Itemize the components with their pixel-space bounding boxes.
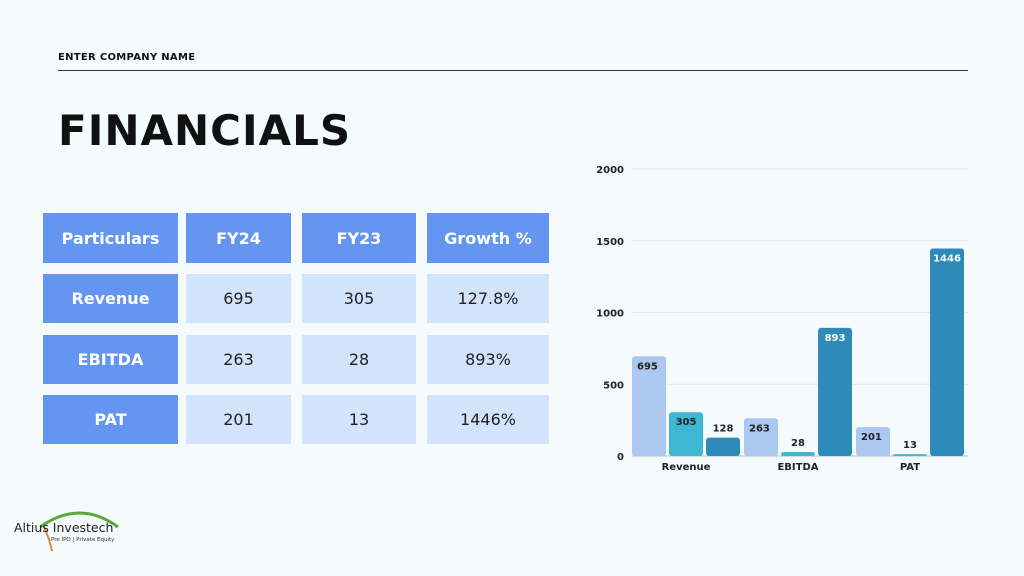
cell-ebitda-growth: 893% [427, 335, 549, 384]
cell-revenue-growth: 127.8% [427, 274, 549, 323]
logo-tagline: Pre IPO | Private Equity [51, 537, 115, 543]
bar [632, 356, 666, 456]
header-growth: Growth % [427, 213, 549, 263]
bar [930, 248, 964, 456]
data-label: 13 [903, 440, 917, 451]
x-tick-label: Revenue [662, 462, 711, 473]
data-label: 305 [676, 417, 697, 428]
bar [669, 412, 703, 456]
y-tick-label: 1000 [596, 309, 624, 320]
bar [781, 451, 815, 456]
data-label: 695 [637, 361, 658, 372]
row-label-pat: PAT [43, 395, 178, 444]
company-name: ENTER COMPANY NAME [58, 52, 196, 63]
y-tick-label: 0 [617, 452, 624, 463]
header-divider [58, 70, 968, 71]
cell-revenue-fy23: 305 [302, 274, 416, 323]
row-label-revenue: Revenue [43, 274, 178, 323]
data-label: 28 [791, 438, 805, 449]
cell-ebitda-fy23: 28 [302, 335, 416, 384]
bar [893, 454, 927, 456]
row-label-ebitda: EBITDA [43, 335, 178, 384]
logo-name: Altius Investech [14, 520, 114, 535]
data-label: 893 [825, 333, 846, 344]
data-label: 1446 [933, 253, 961, 264]
y-tick-label: 1500 [596, 237, 624, 248]
y-tick-label: 2000 [596, 165, 624, 176]
cell-revenue-fy24: 695 [186, 274, 291, 323]
cell-pat-fy23: 13 [302, 395, 416, 444]
bar [818, 327, 852, 456]
cell-pat-fy24: 201 [186, 395, 291, 444]
cell-ebitda-fy24: 263 [186, 335, 291, 384]
page-title: FINANCIALS [58, 106, 352, 155]
data-label: 263 [749, 423, 770, 434]
y-tick-label: 500 [603, 380, 624, 391]
header-fy24: FY24 [186, 213, 291, 263]
altius-logo-swoosh-icon [39, 511, 119, 552]
header-fy23: FY23 [302, 213, 416, 263]
header-particulars: Particulars [43, 213, 178, 263]
x-tick-label: EBITDA [777, 462, 818, 473]
cell-pat-growth: 1446% [427, 395, 549, 444]
bar [706, 437, 740, 456]
data-label: 201 [861, 432, 882, 443]
bar [856, 427, 890, 456]
bar [744, 418, 778, 456]
data-label: 128 [713, 424, 734, 435]
x-tick-label: PAT [900, 462, 920, 473]
